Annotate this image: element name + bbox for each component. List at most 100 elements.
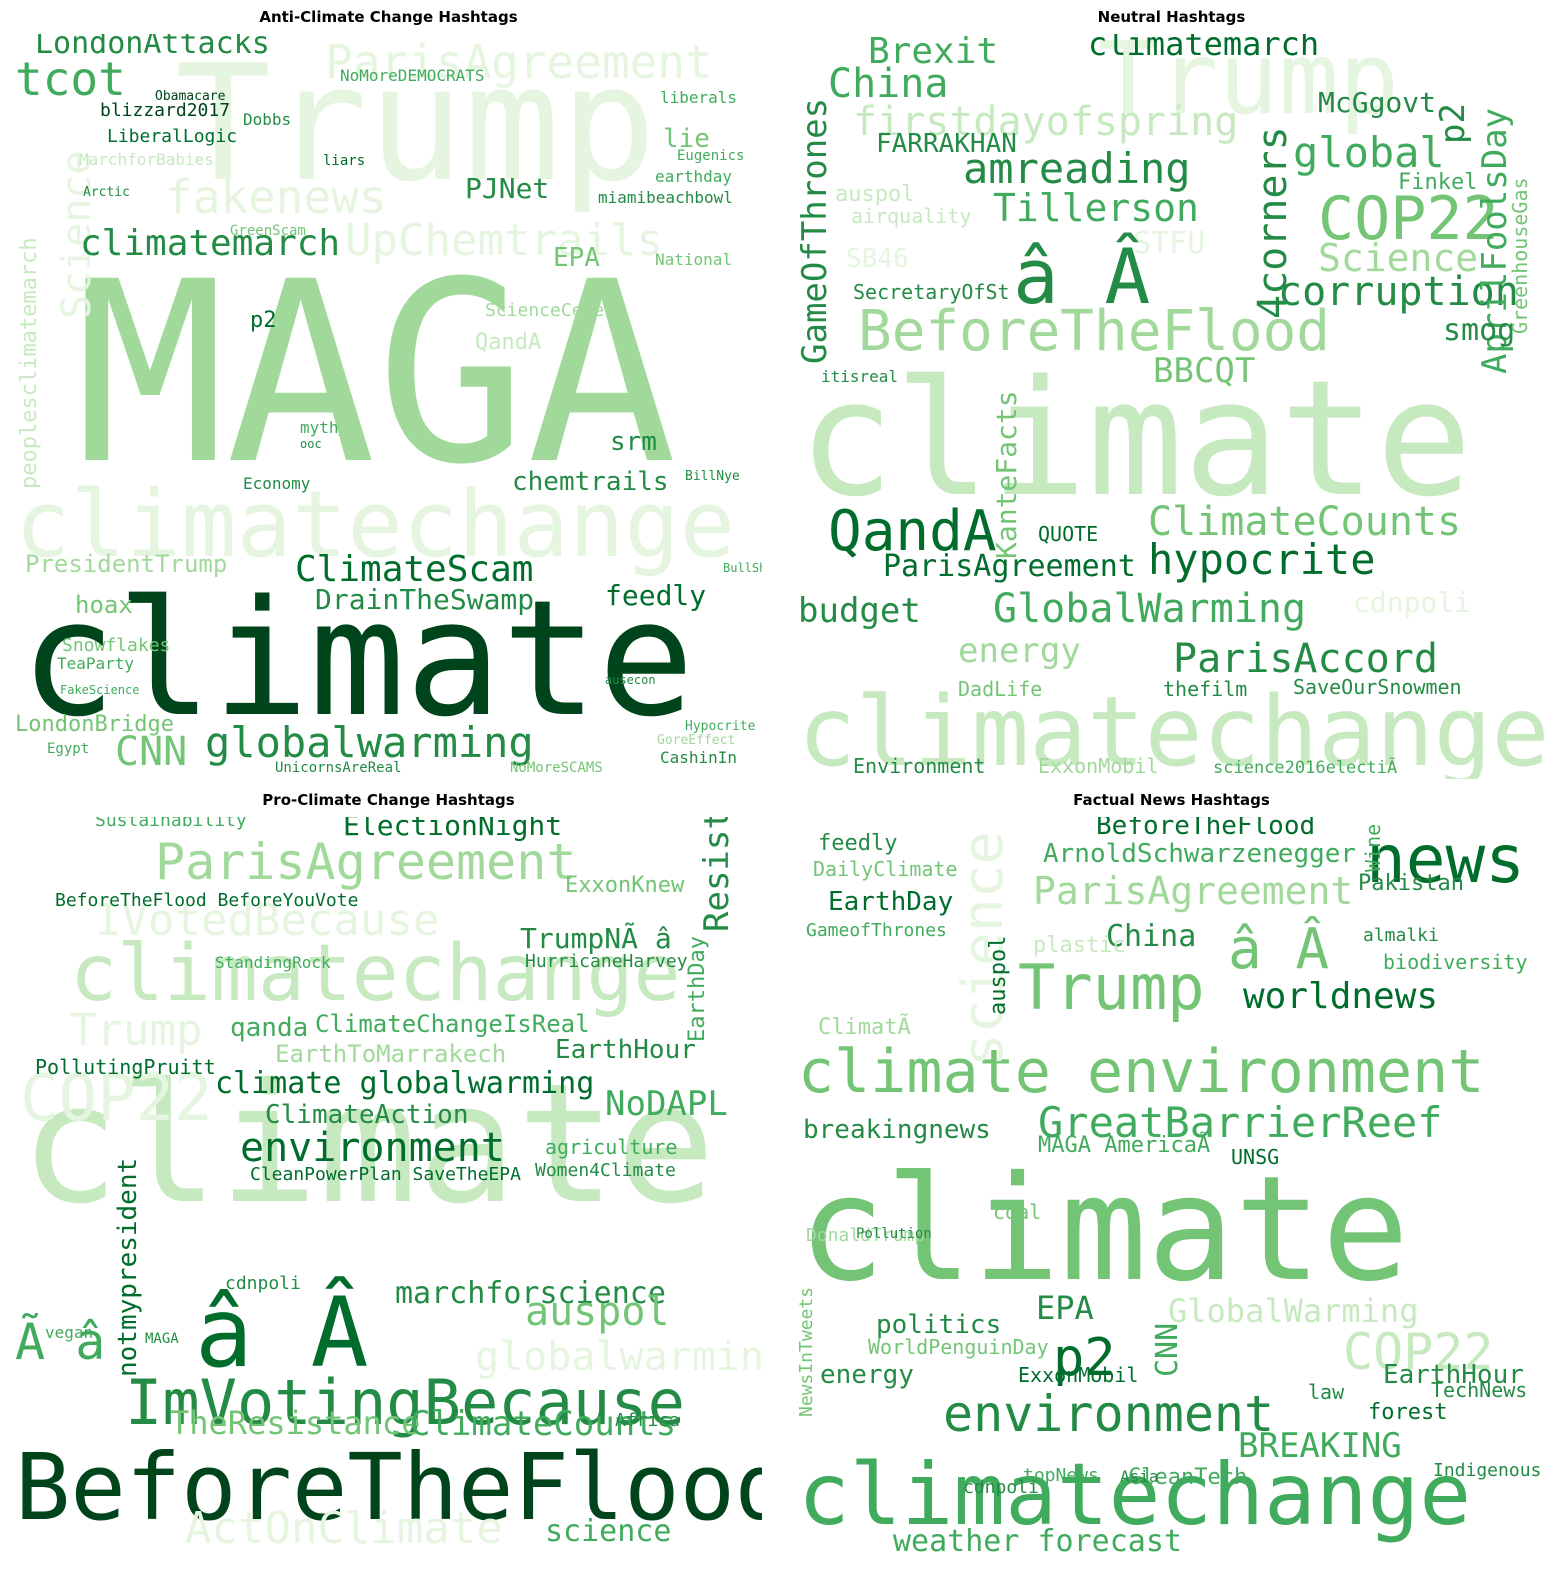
cloud-word: politics <box>876 1310 1002 1340</box>
cloud-word: itisreal <box>821 367 899 386</box>
cloud-word: climate <box>20 565 695 752</box>
cloud-word: National <box>655 250 733 269</box>
cloud-word: worldnews <box>1243 976 1439 1017</box>
cloud-word: ParisAgreement <box>325 35 713 89</box>
cloud-word: weather forecast <box>893 1524 1182 1559</box>
cloud-word: SecretaryOfSt <box>853 280 1010 304</box>
cloud-word: Science <box>1318 236 1479 280</box>
cloud-word: science <box>545 1514 672 1549</box>
cloud-word: climatechange <box>798 676 1545 779</box>
cloud-word: BeforeTheFlood <box>858 299 1331 364</box>
cloud-word: TheResistance <box>170 1404 421 1442</box>
cloud-word: smog <box>1443 313 1516 348</box>
cloud-word: globalwarming <box>205 718 534 767</box>
cloud-word: Egypt <box>47 741 90 757</box>
cloud-word: Dobbs <box>243 110 292 129</box>
cloud-word: FARRAKHAN <box>876 129 1017 159</box>
cloud-word: WorldPenguinDay <box>868 1335 1049 1359</box>
cloud-word: NoDAPL <box>605 1084 728 1124</box>
cloud-word: GlobalWarming <box>1168 1292 1419 1330</box>
cloud-word: auspol <box>835 182 915 207</box>
cloud-word: Women4Climate <box>535 1160 676 1181</box>
panel-title: Pro-Climate Change Hashtags <box>262 791 515 809</box>
cloud-word: earthday <box>655 167 733 186</box>
cloud-word: forest <box>1368 1400 1448 1425</box>
cloud-word: breakingnews <box>803 1115 991 1145</box>
cloud-word: MAGA <box>75 228 678 519</box>
cloud-word: feedly <box>605 579 707 612</box>
cloud-word: ooc <box>300 437 322 451</box>
cloud-word: Resist <box>697 817 737 932</box>
cloud-word: climate <box>798 345 1473 532</box>
cloud-word: â Â <box>195 1277 369 1389</box>
cloud-word: news <box>1366 821 1525 898</box>
cloud-word: climatechange <box>70 929 681 1019</box>
cloud-word: amreading <box>963 144 1191 193</box>
cloud-word: STFU <box>1133 226 1206 261</box>
cloud-word: Trump <box>70 1005 203 1056</box>
panel-anti-climate: Anti-Climate Change Hashtags Trump MAGA … <box>15 8 762 779</box>
word-cloud: climate climatechange climate environmen… <box>798 817 1545 1562</box>
word-cloud: Trump MAGA climatechange ParisAgreement … <box>15 34 762 779</box>
cloud-word: China <box>1106 919 1197 954</box>
panel-title: Neutral Hashtags <box>1097 8 1246 26</box>
cloud-word: Hypocrite <box>685 719 756 734</box>
cloud-word: MAGA <box>145 1331 179 1347</box>
cloud-word: CashinIn <box>660 748 738 767</box>
cloud-word: Asia <box>1120 1467 1159 1486</box>
cloud-word: miamibeachbowl <box>598 188 733 207</box>
cloud-word: EarthHour <box>1383 1360 1524 1390</box>
cloud-word: TechNews <box>1431 1378 1528 1402</box>
cloud-word: Snowflakes <box>62 635 171 656</box>
cloud-word: GameofThrones <box>806 920 947 941</box>
cloud-word: EPA <box>553 243 600 273</box>
cloud-word: GoreEffect <box>657 733 736 748</box>
cloud-word: FakeScience <box>60 683 140 697</box>
cloud-word: Trump <box>175 34 657 217</box>
cloud-word: SaveOurSnowmen <box>1293 675 1462 699</box>
cloud-word: QandA <box>475 330 542 355</box>
cloud-word: climate <box>798 1145 1410 1314</box>
cloud-word: ImVotingBecause <box>125 1366 685 1439</box>
cloud-word: ClimateChangeIsReal <box>315 1010 590 1038</box>
cloud-word: ClimateAction <box>265 1100 469 1130</box>
cloud-word: climatemarch <box>1088 34 1320 63</box>
cloud-word: plastic <box>1033 933 1126 958</box>
cloud-word: Sustainability <box>95 817 247 831</box>
cloud-word: MAGA AmericaÃ <box>1038 1133 1211 1158</box>
panel-title: Anti-Climate Change Hashtags <box>259 8 518 26</box>
cloud-word: HurricaneHarvey <box>525 951 688 972</box>
cloud-word: energy <box>958 631 1081 671</box>
cloud-word: Ã â <box>15 1313 106 1371</box>
cloud-word: BillNye <box>685 469 740 484</box>
cloud-word: GlobalWarming <box>993 586 1307 632</box>
cloud-word: BREAKING <box>1238 1426 1402 1466</box>
cloud-word: liberals <box>660 88 738 107</box>
cloud-word: IVotedBecause <box>95 895 440 946</box>
cloud-word: BeforeTheFlood <box>1096 817 1316 841</box>
cloud-word: EarthDay <box>828 887 954 917</box>
cloud-word: McGgovt <box>1318 86 1437 119</box>
cloud-word: UnicornsAreReal <box>275 760 402 776</box>
cloud-word: ActOnClimate <box>185 1503 503 1554</box>
cloud-word: DailyClimate <box>813 857 958 881</box>
cloud-word: BeforeTheFlood <box>15 1434 762 1541</box>
cloud-word: airquality <box>851 204 972 228</box>
cloud-word: chemtrails <box>512 467 669 497</box>
cloud-word: EarthHour <box>555 1035 696 1065</box>
cloud-word: lie <box>663 124 710 154</box>
cloud-word: Indigenous <box>1433 1460 1542 1481</box>
cloud-word: climatemarch <box>80 223 341 264</box>
cloud-word: tcot <box>15 52 126 106</box>
cloud-word: GreenhouseGas <box>1508 177 1532 334</box>
cloud-word: climatechange <box>798 1445 1472 1545</box>
cloud-word: notmypresident <box>113 1157 143 1377</box>
cloud-word: cdnpoli <box>1353 586 1472 619</box>
cloud-word: GreenScam <box>230 223 306 239</box>
cloud-word: agriculture <box>545 1135 678 1159</box>
cloud-word: cdnpoli <box>225 1273 301 1294</box>
cloud-word: ExxonKnew <box>565 873 685 898</box>
cloud-word: NewsInTweets <box>798 1286 817 1417</box>
cloud-word: EPA <box>1036 1289 1094 1327</box>
cloud-word: BBCQT <box>1153 351 1256 391</box>
